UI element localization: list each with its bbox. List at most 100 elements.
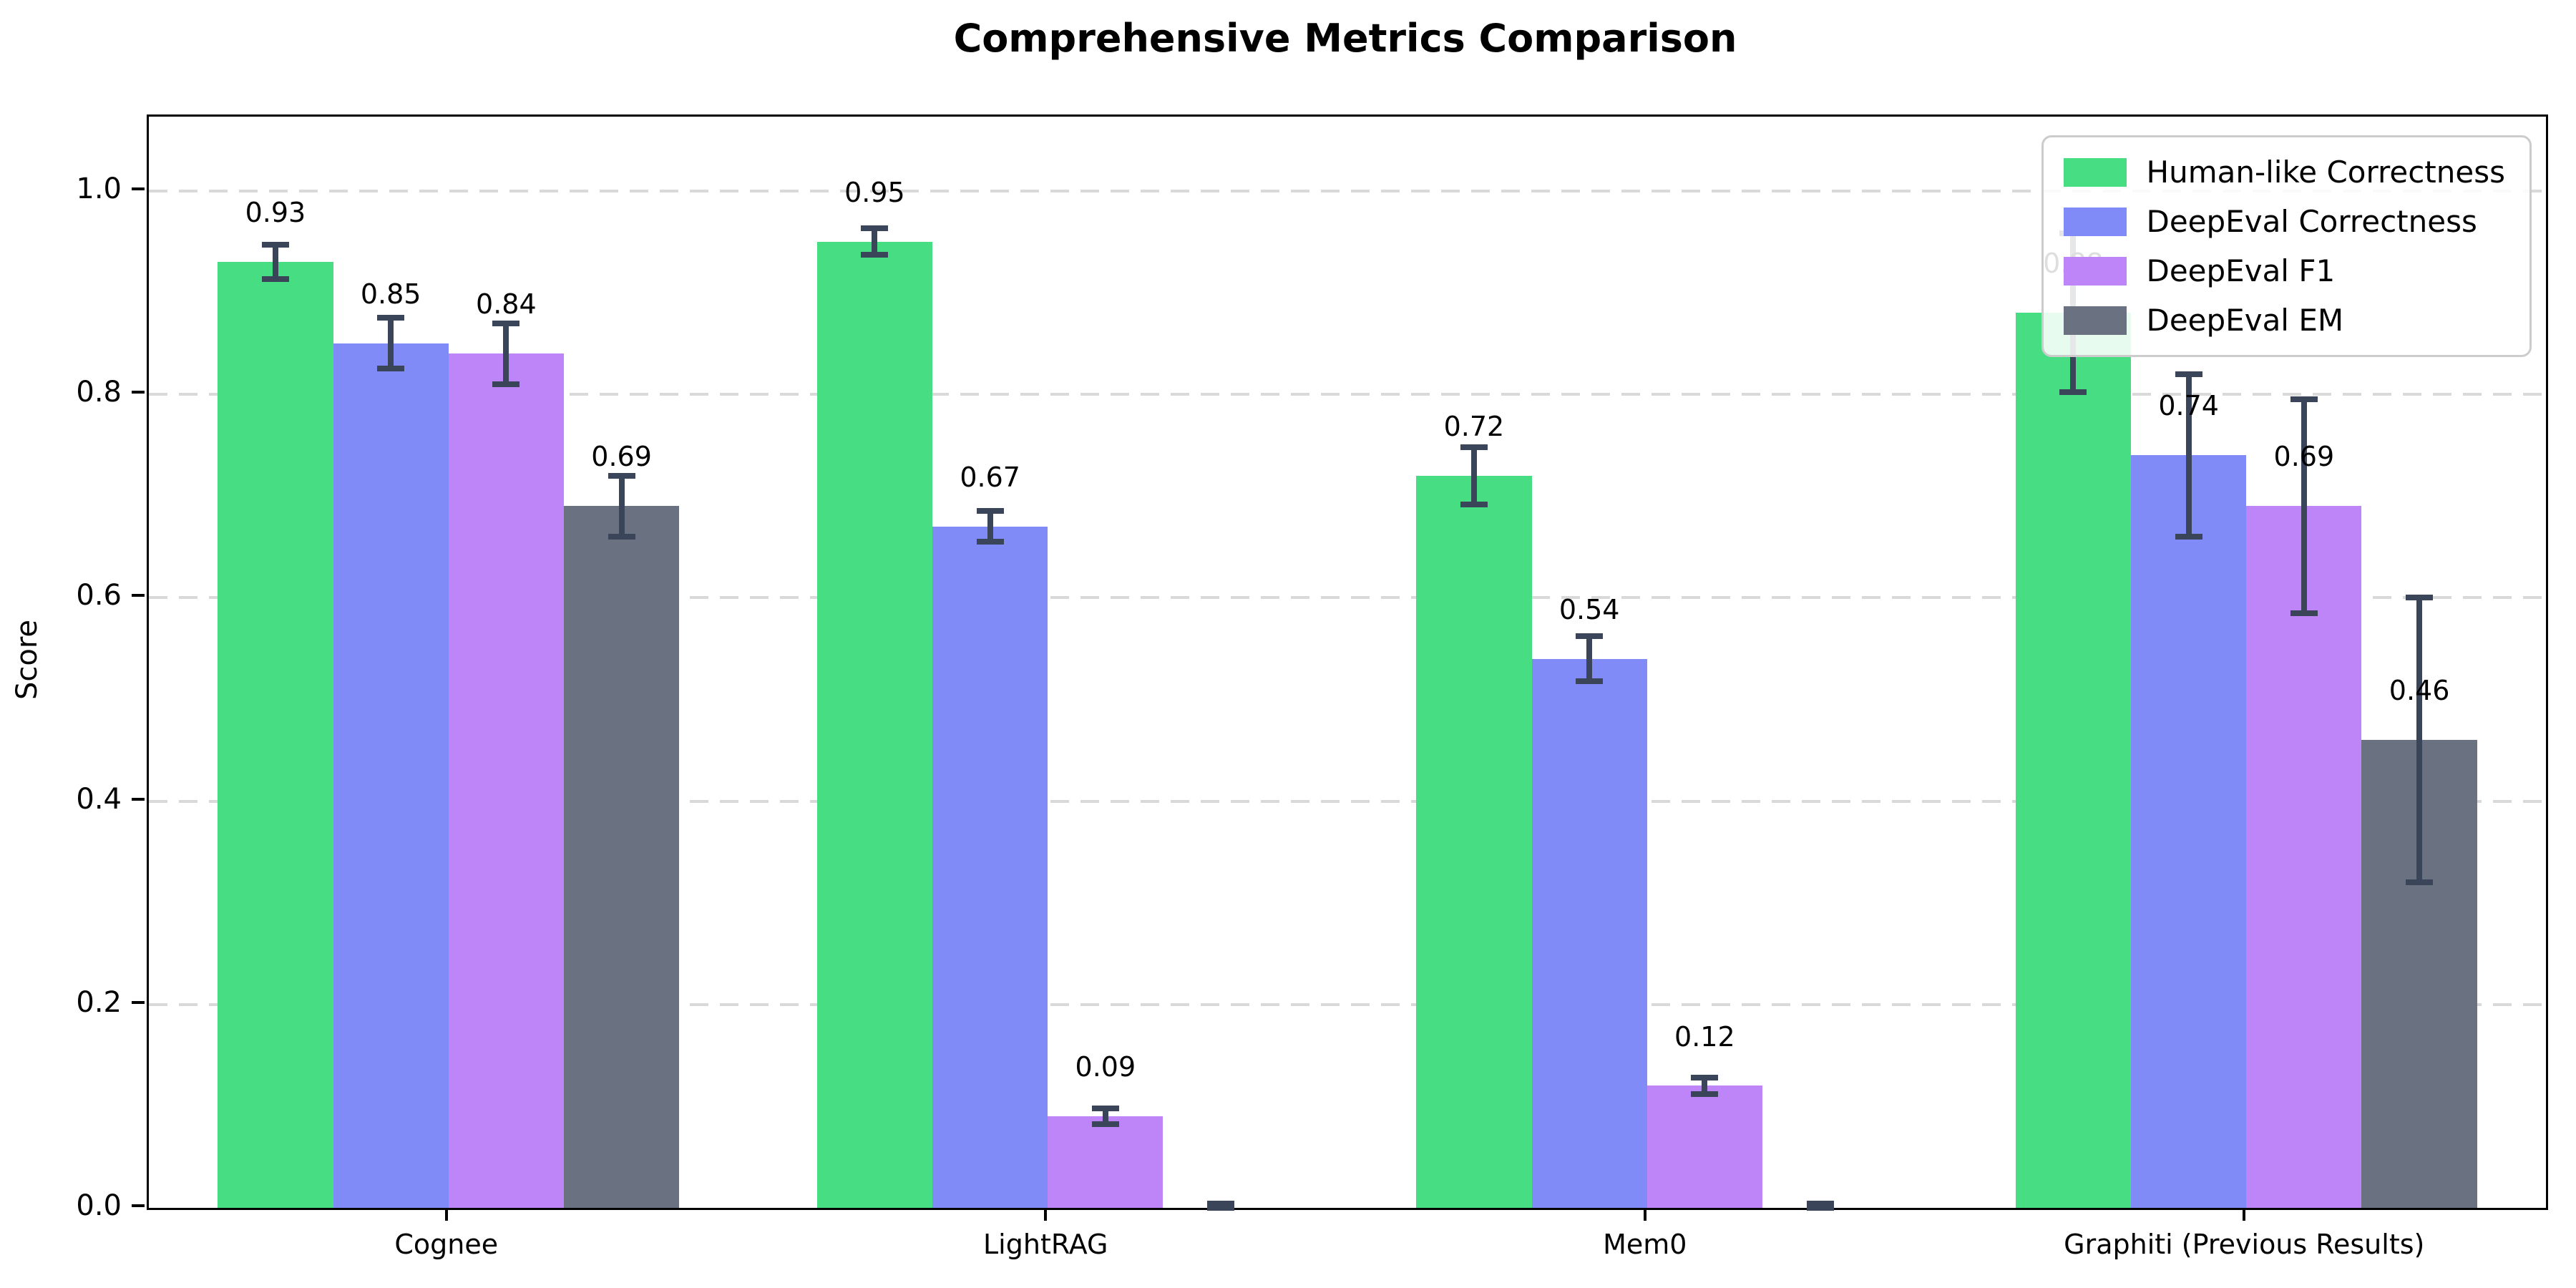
- legend-entry: Human-like Correctness: [2063, 155, 2505, 190]
- bar-slot: 0.84: [448, 117, 564, 1208]
- y-axis-tick: [132, 1204, 145, 1207]
- value-label: 0.84: [476, 288, 537, 321]
- y-axis-tick: [132, 1000, 145, 1004]
- error-bar: [2185, 374, 2192, 537]
- error-bar: [2301, 399, 2307, 613]
- x-axis-tick: [1044, 1208, 1048, 1221]
- value-label: 0.93: [245, 197, 306, 229]
- error-bar: [272, 245, 278, 280]
- x-tick-label: Mem0: [1603, 1229, 1687, 1260]
- bars-row: 0.95 0.67 0.09: [816, 117, 1279, 1211]
- legend-entry: DeepEval F1: [2063, 253, 2506, 288]
- error-bar-cap: [976, 508, 1004, 514]
- error-bar-cap: [1460, 501, 1488, 507]
- legend-swatch: [2063, 157, 2127, 187]
- bar: [2015, 313, 2132, 1208]
- plot-area: 0.93 0.85 0.84 0.69 0.95 0.67 0.09 0.72 0.54 0.12…: [147, 114, 2548, 1211]
- x-axis-tick: [444, 1208, 448, 1221]
- value-label: 0.09: [1075, 1051, 1136, 1083]
- bar: [218, 262, 333, 1208]
- error-bar: [1102, 1108, 1108, 1125]
- bar: [932, 526, 1048, 1208]
- error-bar-cap: [2406, 879, 2434, 886]
- bar-slot: 0.09: [1048, 117, 1163, 1208]
- bar-slot: 0.54: [1531, 117, 1647, 1208]
- legend-swatch: [2063, 207, 2127, 236]
- bars-row: 0.72 0.54 0.12: [1416, 117, 1878, 1211]
- error-bar-cap: [492, 381, 520, 387]
- bar: [563, 506, 680, 1208]
- bar: [1416, 475, 1532, 1208]
- error-bar-cap: [2175, 371, 2202, 377]
- legend-label: DeepEval EM: [2146, 303, 2344, 338]
- error-bar-cap: [2290, 610, 2318, 616]
- bar: [1531, 658, 1647, 1208]
- x-axis-tick: [2243, 1208, 2246, 1221]
- value-label: 0.54: [1558, 593, 1620, 625]
- bar-slot: 0.46: [2361, 117, 2477, 1208]
- x-tick-label: Cognee: [394, 1229, 499, 1260]
- bar-group: 0.88 0.74 0.69 0.46: [1947, 117, 2547, 1208]
- gridline: [149, 393, 2546, 396]
- value-label: 0.74: [2158, 390, 2219, 422]
- bar-slot: 0.95: [816, 117, 933, 1208]
- error-bar-cap: [1091, 1121, 1119, 1128]
- y-axis-tick: [132, 187, 145, 190]
- y-axis-tick: [132, 797, 145, 801]
- error-bar-cap: [261, 242, 289, 248]
- bars-row: 0.93 0.85 0.84 0.69: [218, 117, 680, 1208]
- bar-slot: 0.74: [2131, 117, 2247, 1208]
- legend-label: DeepEval F1: [2146, 253, 2336, 288]
- error-bar-cap: [1576, 633, 1604, 640]
- bar-slot: 0.85: [333, 117, 449, 1208]
- error-bar-cap: [1806, 1201, 1834, 1207]
- bar: [2131, 455, 2247, 1208]
- y-tick-label: 0.2: [76, 985, 122, 1019]
- legend: Human-like Correctness DeepEval Correctne…: [2041, 135, 2532, 357]
- value-label: 0.85: [360, 278, 421, 311]
- value-label: 0.46: [2389, 675, 2450, 707]
- y-tick-label: 0.8: [76, 376, 122, 409]
- bar-slot: 0.93: [218, 117, 333, 1208]
- gridline: [149, 596, 2546, 600]
- gridline: [149, 189, 2546, 192]
- legend-swatch: [2063, 256, 2127, 286]
- bar-slot: [1762, 117, 1878, 1211]
- legend-label: DeepEval Correctness: [2146, 204, 2477, 239]
- error-bar-cap: [261, 276, 289, 283]
- error-bar: [2416, 597, 2423, 883]
- error-bar-cap: [861, 252, 889, 258]
- bar: [448, 353, 564, 1208]
- y-axis-title: Score: [11, 619, 44, 701]
- bar-group: 0.93 0.85 0.84 0.69: [149, 117, 748, 1208]
- error-bar: [503, 323, 509, 384]
- error-bar-cap: [608, 472, 635, 479]
- x-tick-label: Graphiti (Previous Results): [2064, 1229, 2425, 1260]
- error-bar-cap: [2059, 389, 2087, 396]
- error-bar-cap: [1806, 1205, 1834, 1211]
- error-bar-cap: [2175, 533, 2202, 540]
- bar: [816, 241, 933, 1208]
- value-label: 0.67: [960, 461, 1020, 493]
- x-tick-label: LightRAG: [983, 1229, 1108, 1260]
- error-bar-cap: [2290, 396, 2318, 403]
- error-bar: [388, 318, 394, 369]
- bar-slot: 0.69: [2246, 117, 2362, 1208]
- bar-slot: 0.69: [563, 117, 680, 1208]
- value-label: 0.69: [2273, 441, 2335, 473]
- error-bar-cap: [1207, 1201, 1235, 1207]
- value-label: 0.95: [844, 176, 905, 208]
- error-bar: [618, 475, 625, 537]
- error-bar: [1470, 447, 1477, 504]
- error-bar-cap: [377, 366, 405, 372]
- y-tick-label: 1.0: [76, 172, 122, 205]
- legend-entry: DeepEval EM: [2063, 303, 2506, 338]
- error-bar-cap: [1091, 1105, 1119, 1111]
- error-bar-cap: [1460, 444, 1488, 450]
- bar-slot: 0.72: [1416, 117, 1532, 1208]
- error-bar-cap: [377, 315, 405, 321]
- error-bar-cap: [1207, 1205, 1235, 1211]
- legend-entry: DeepEval Correctness: [2063, 204, 2506, 239]
- error-bar: [1586, 636, 1593, 681]
